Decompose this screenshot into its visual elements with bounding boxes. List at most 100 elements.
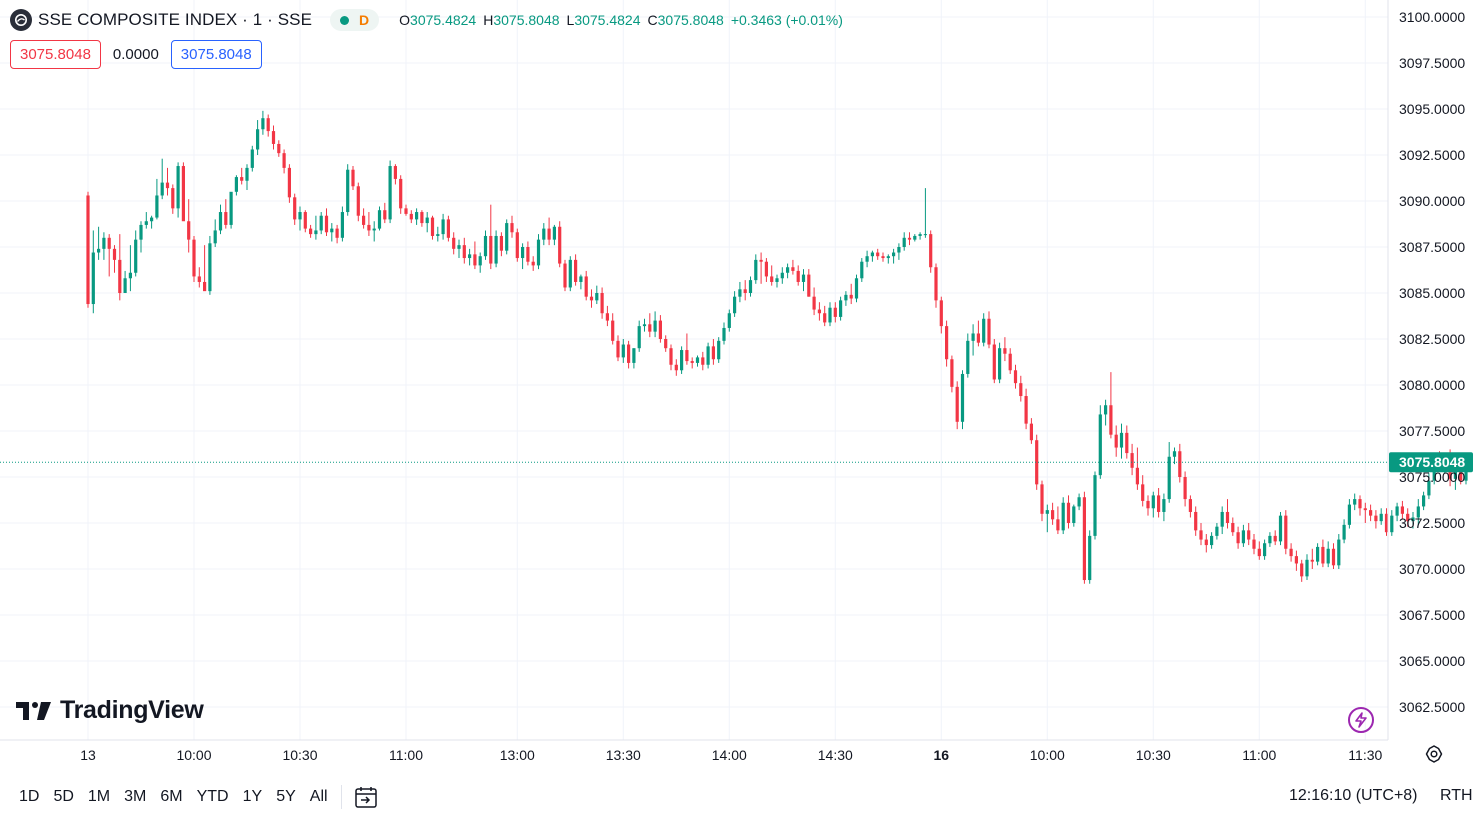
range-5d-button[interactable]: 5D <box>53 788 74 805</box>
candle-body <box>277 143 281 154</box>
candle-body <box>796 270 800 282</box>
candle-body <box>468 254 472 259</box>
candle <box>229 191 233 229</box>
candle-body <box>828 307 832 323</box>
candle <box>399 175 403 214</box>
candle <box>966 333 970 378</box>
candle <box>446 215 450 242</box>
market-status-pill[interactable]: D <box>330 9 380 31</box>
candle-body <box>1363 508 1367 511</box>
buy-button[interactable]: 3075.8048 <box>170 40 262 69</box>
range-3m-button[interactable]: 3M <box>124 788 147 805</box>
candle-body <box>1029 423 1033 441</box>
candle <box>314 215 318 240</box>
candle <box>234 175 238 196</box>
candle-body <box>902 237 906 247</box>
candle-body <box>505 223 509 251</box>
range-1d-button[interactable]: 1D <box>19 788 40 805</box>
candle-body <box>197 276 201 282</box>
range-5y-button[interactable]: 5Y <box>276 788 296 805</box>
session-button[interactable]: RTH <box>1440 787 1473 804</box>
lightning-bolt-icon[interactable] <box>1348 707 1374 733</box>
candle-body <box>425 217 429 224</box>
time-axis[interactable]: 13 10:00 10:30 11:00 13:00 13:30 14:00 14:30 16 1… <box>0 739 1388 763</box>
candle <box>1135 447 1139 490</box>
clock-timezone[interactable]: 12:16:10 (UTC+8) <box>1289 787 1418 804</box>
sell-button[interactable]: 3075.8048 <box>10 40 101 69</box>
candle-body <box>966 340 970 374</box>
candle <box>521 243 525 270</box>
candle-body <box>791 267 795 271</box>
candle <box>1013 364 1018 389</box>
candle-body <box>181 166 185 222</box>
time-tick-label: 10:30 <box>282 747 317 763</box>
candle-body <box>642 324 647 327</box>
candle-body <box>1167 456 1171 500</box>
candle <box>849 283 853 305</box>
candle-body <box>1210 535 1214 546</box>
candle <box>1088 530 1092 584</box>
candle-body <box>457 245 461 249</box>
candle <box>362 208 366 229</box>
candle-body <box>1215 526 1219 536</box>
range-ytd-button[interactable]: YTD <box>196 788 229 805</box>
candle-body <box>1088 535 1092 581</box>
candle <box>950 355 954 393</box>
candle <box>462 237 466 264</box>
candle-body <box>833 307 837 317</box>
candle-body <box>568 259 572 288</box>
bottom-toolbar: 1D 5D 1M 3M 6M YTD 1Y 5Y All 12:16:10 (U… <box>0 779 1479 815</box>
candle-body <box>1114 434 1118 448</box>
candle <box>144 212 148 229</box>
candle <box>733 291 737 317</box>
candle-body <box>653 320 657 332</box>
candle <box>377 206 382 231</box>
candle <box>1077 493 1081 511</box>
candle <box>1119 423 1124 459</box>
candle <box>828 302 832 327</box>
candle <box>1369 504 1373 522</box>
symbol-title[interactable]: SSE COMPOSITE INDEX · 1 · SSE <box>38 10 313 29</box>
candle <box>1326 541 1330 568</box>
candle <box>907 232 912 246</box>
candle-body <box>542 228 546 240</box>
candle <box>425 212 429 233</box>
price-axis[interactable]: 3100.0000 3097.5000 3095.0000 3092.5000 3090… <box>1387 0 1473 740</box>
candle-body <box>748 280 753 293</box>
candle <box>1040 480 1044 522</box>
candle-body <box>1321 546 1325 564</box>
candle <box>123 270 127 293</box>
range-all-button[interactable]: All <box>309 788 328 805</box>
candle-body <box>383 210 387 220</box>
candle <box>706 342 710 369</box>
candle <box>1162 493 1166 522</box>
last-price-badge-label: 3075.8048 <box>1399 454 1465 470</box>
candle <box>796 265 800 286</box>
candle-body <box>695 357 700 363</box>
candle-body <box>128 272 132 279</box>
candle-body <box>1109 405 1113 435</box>
candle <box>579 274 583 290</box>
time-tick-label: 13 <box>80 747 96 763</box>
range-1m-button[interactable]: 1M <box>87 788 111 805</box>
candle <box>1427 473 1431 500</box>
candle <box>489 204 493 270</box>
candle-body <box>918 234 922 236</box>
range-1y-button[interactable]: 1Y <box>242 788 263 805</box>
price-tick-label: 3090.0000 <box>1399 193 1465 209</box>
candle <box>1231 517 1235 536</box>
candle-body <box>287 167 291 198</box>
sse-logo-icon[interactable] <box>10 9 32 31</box>
change-value: +0.3463 (+0.01%) <box>730 12 843 28</box>
go-to-date-calendar-icon[interactable] <box>352 783 380 811</box>
candle <box>653 311 657 338</box>
range-6m-button[interactable]: 6M <box>160 788 183 805</box>
candle <box>97 226 101 260</box>
axis-settings-gear-icon[interactable] <box>1424 744 1444 764</box>
candle-body <box>690 361 694 363</box>
candle-body <box>1427 480 1431 496</box>
candle <box>1220 506 1224 535</box>
tradingview-watermark[interactable]: TradingView <box>14 696 204 725</box>
candle-body <box>377 210 382 229</box>
